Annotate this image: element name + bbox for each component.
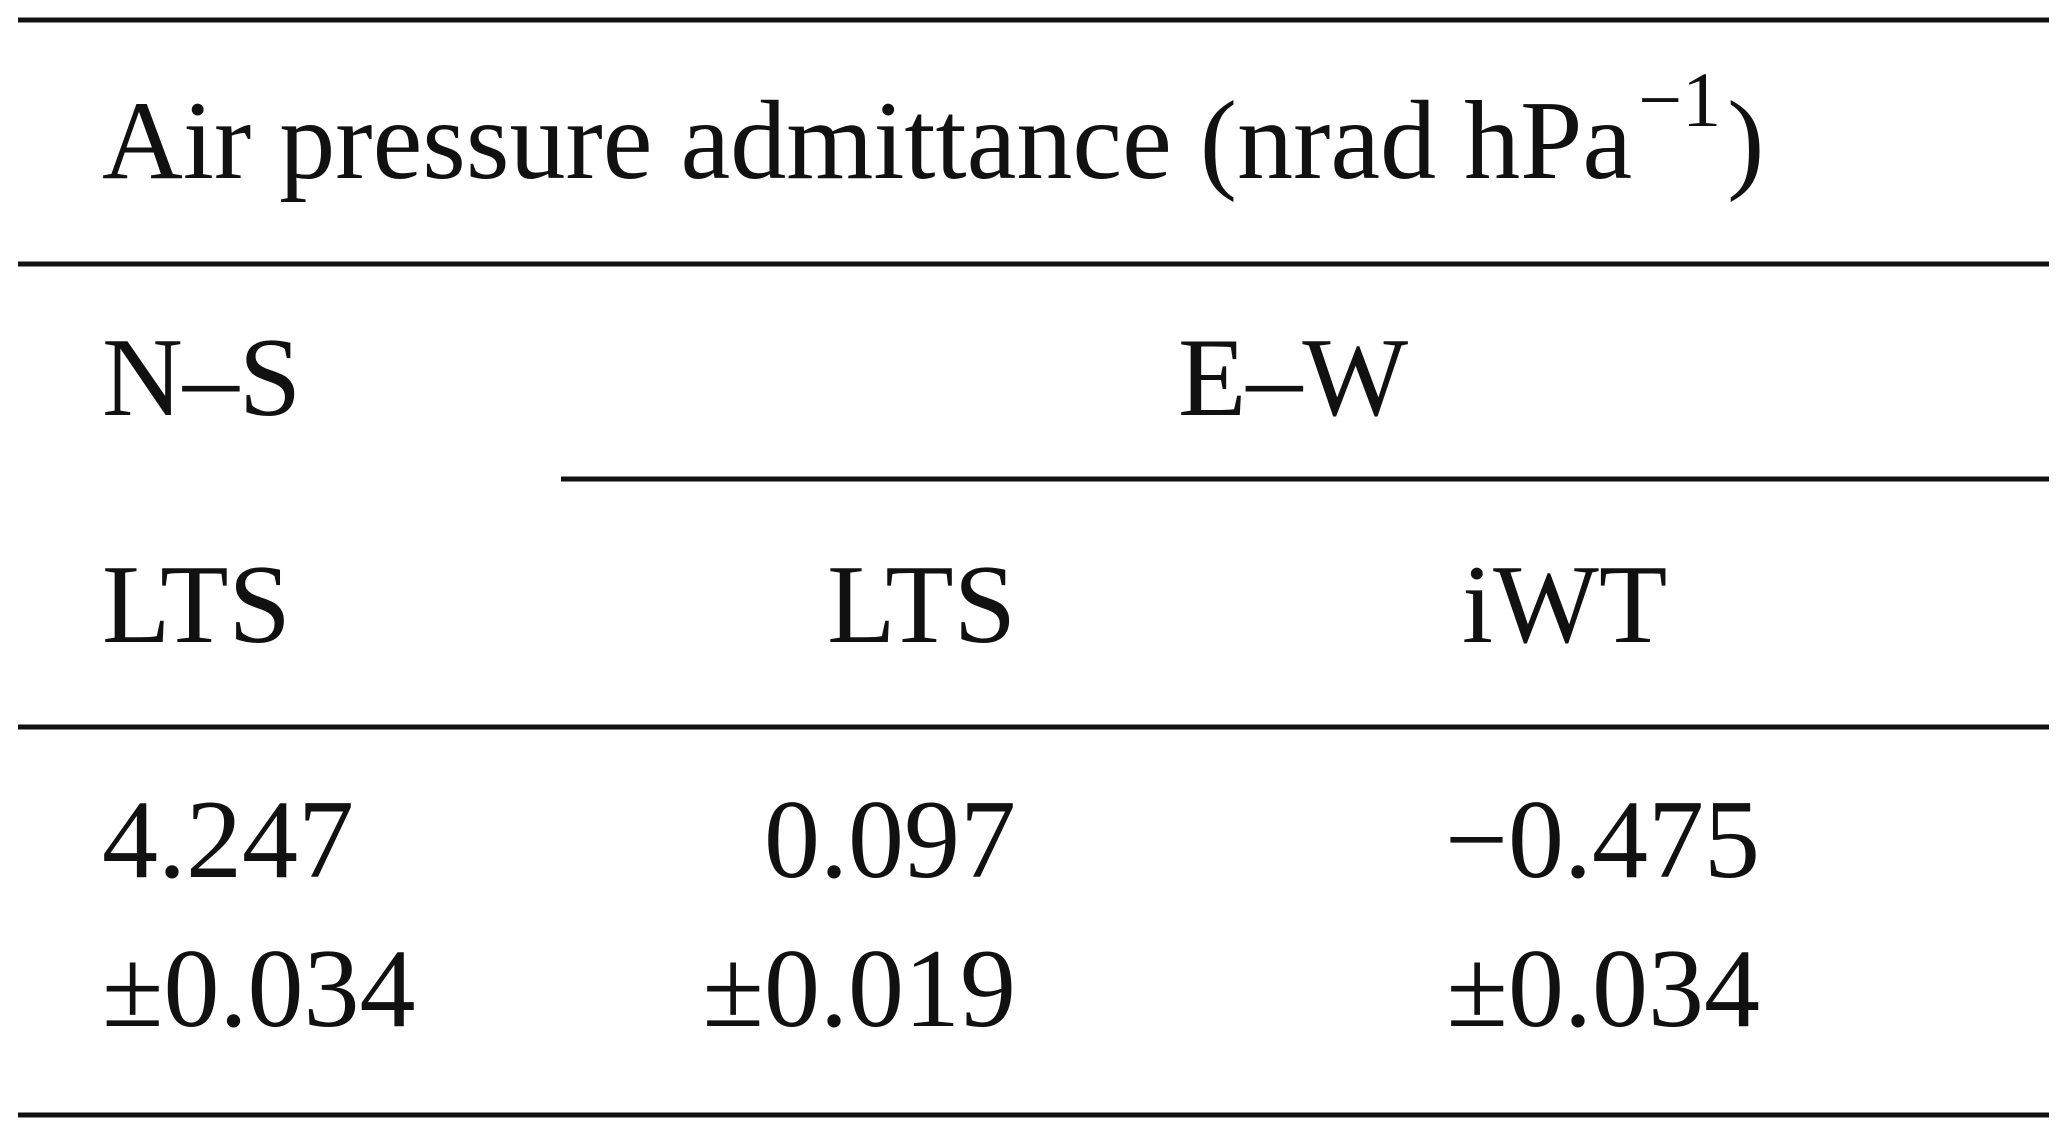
cell: −0.475 bbox=[1445, 778, 1760, 902]
method-header: LTS bbox=[827, 543, 1016, 667]
cell: 4.247 bbox=[102, 778, 354, 902]
method-header: iWT bbox=[1462, 543, 1667, 667]
group-header: N–S bbox=[102, 316, 301, 440]
cell: 0.097 bbox=[764, 778, 1016, 902]
title-close: ) bbox=[1727, 79, 1764, 203]
cell: ±0.019 bbox=[703, 927, 1016, 1051]
cell: ±0.034 bbox=[102, 927, 415, 1051]
title-text: Air pressure admittance (nrad hPa bbox=[102, 79, 1632, 203]
method-header: LTS bbox=[102, 543, 291, 667]
table-title: Air pressure admittance (nrad hPa−1) bbox=[102, 56, 1764, 203]
cell: ±0.034 bbox=[1447, 927, 1760, 1051]
group-header: E–W bbox=[1178, 316, 1408, 440]
title-exponent: −1 bbox=[1638, 56, 1721, 143]
